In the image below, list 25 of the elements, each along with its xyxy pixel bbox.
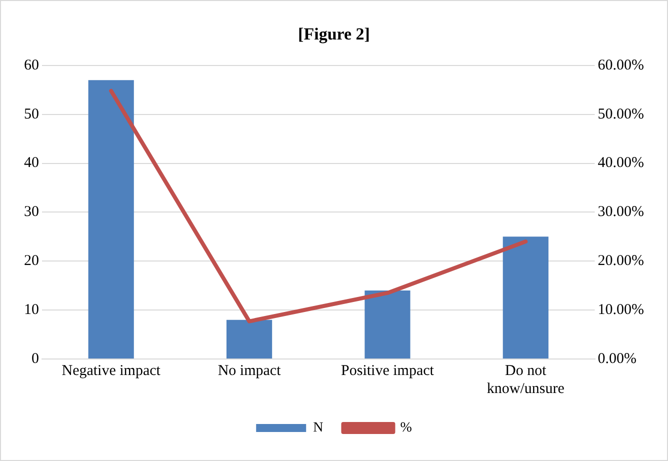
y-tick-label: 50: [24, 106, 39, 122]
y-tick-label: 60: [24, 57, 39, 74]
y-tick-label: 0: [32, 350, 39, 367]
legend-label: N: [313, 420, 324, 436]
bar: [226, 320, 272, 358]
y2-tick-label: 40.00%: [598, 155, 644, 172]
y-tick-label: 40: [24, 155, 39, 172]
x-tick-label: No impact: [218, 362, 282, 379]
legend-label: %: [400, 420, 412, 436]
y2-tick-label: 60.00%: [598, 57, 644, 74]
y-tick-label: 30: [24, 204, 39, 220]
bar: [88, 80, 134, 358]
bar: [502, 236, 548, 358]
y-tick-label: 20: [24, 253, 39, 270]
y2-tick-label: 20.00%: [598, 253, 644, 270]
y-tick-label: 10: [24, 302, 39, 318]
bar: [364, 290, 410, 358]
y2-tick-label: 30.00%: [598, 204, 644, 220]
y2-tick-label: 50.00%: [598, 106, 644, 122]
x-tick-label: Positive impact: [341, 362, 435, 379]
chart-title: [Figure 2]: [298, 24, 370, 44]
x-tick-label: Do not know/unsure: [486, 362, 565, 397]
y2-tick-label: 0.00%: [598, 350, 637, 367]
y2-tick-label: 10.00%: [598, 302, 644, 318]
x-tick-label: Negative impact: [62, 362, 162, 379]
